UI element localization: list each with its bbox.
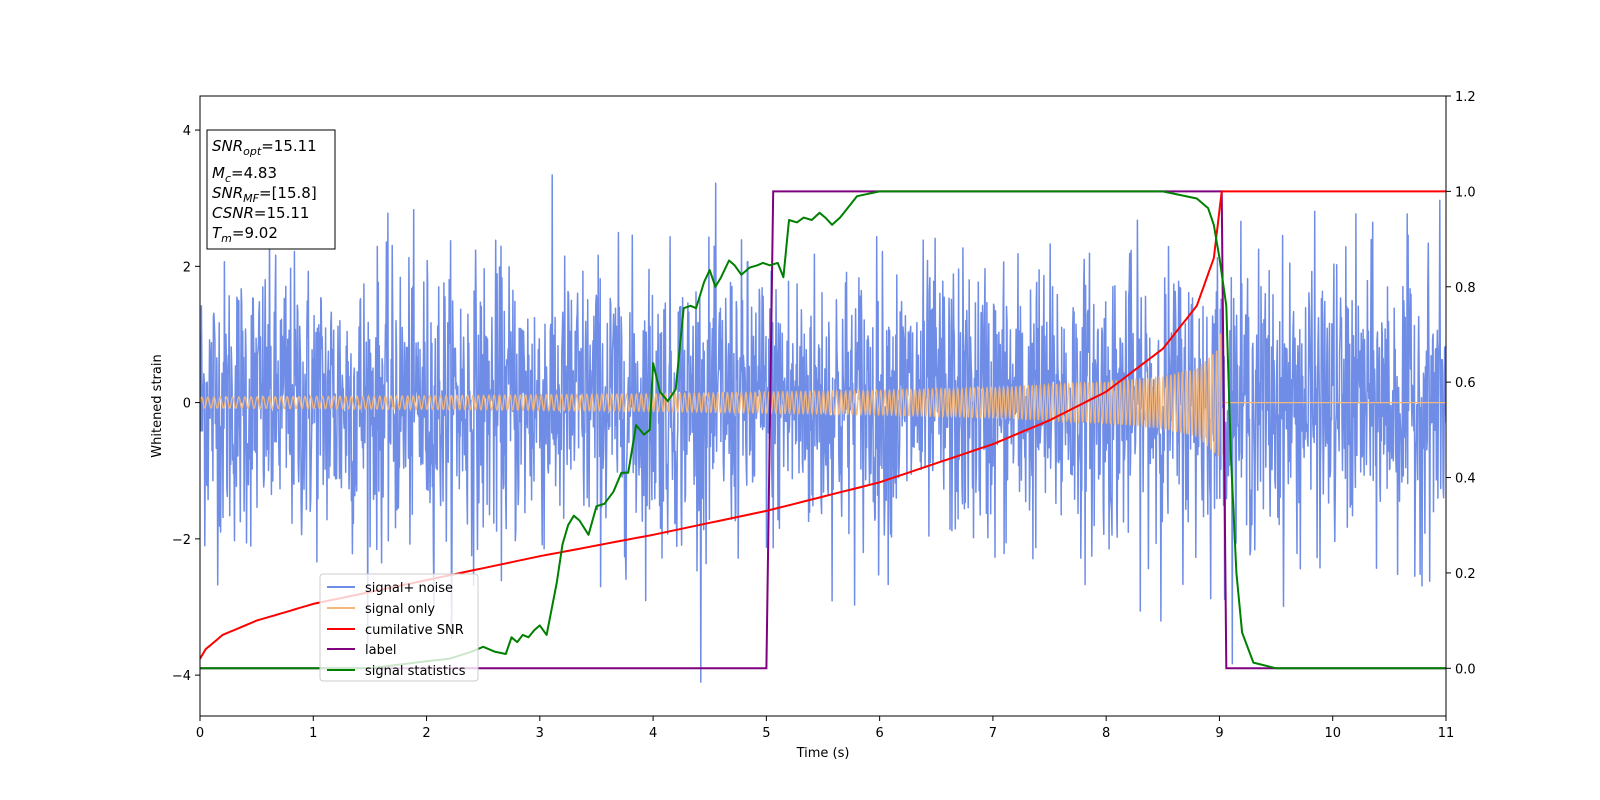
x-axis: 0 1 2 3 4 5 6 7 8 9 10 11: [196, 716, 1454, 741]
svg-text:signal only: signal only: [365, 602, 435, 617]
y-left-tick-label: 2: [183, 260, 191, 275]
svg-text:signal+ noise: signal+ noise: [365, 581, 453, 596]
y-right-tick-label: 0.6: [1455, 376, 1476, 391]
legend-item-signal-only: signal only: [327, 602, 435, 617]
y-right-tick-label: 1.2: [1455, 90, 1476, 105]
info-mc: Mc=4.83: [212, 164, 277, 185]
x-tick-label: 10: [1324, 726, 1341, 741]
info-snr-mf: SNRMF=[15.8]: [212, 184, 317, 205]
svg-text:label: label: [365, 643, 396, 658]
x-tick-label: 1: [309, 726, 317, 741]
x-tick-label: 6: [875, 726, 883, 741]
series-signal-statistics: [200, 190, 1446, 670]
y-right-tick-label: 0.2: [1455, 567, 1476, 582]
x-tick-label: 9: [1215, 726, 1223, 741]
x-tick-label: 3: [536, 726, 544, 741]
svg-text:cumilative SNR: cumilative SNR: [365, 623, 464, 638]
x-tick-label: 8: [1102, 726, 1110, 741]
y-axis-label: Whitened strain: [150, 354, 165, 457]
series-signal-only: [200, 333, 1223, 457]
x-tick-label: 7: [989, 726, 997, 741]
y-left-tick-label: 0: [183, 397, 191, 412]
x-tick-label: 0: [196, 726, 204, 741]
y-left-tick-label: −4: [172, 669, 191, 684]
y-axis-right: 1.2 1.0 0.8 0.6 0.4 0.2 0.0: [1446, 90, 1476, 677]
legend-item-signal-statistics: signal statistics: [327, 664, 466, 679]
svg-text:signal statistics: signal statistics: [365, 664, 466, 679]
y-right-tick-label: 1.0: [1455, 185, 1476, 200]
y-right-tick-label: 0.0: [1455, 662, 1476, 677]
legend-item-cumulative-snr: cumilative SNR: [327, 623, 464, 638]
plot-area: [200, 174, 1446, 683]
legend-item-signal-noise: signal+ noise: [327, 581, 453, 596]
y-left-tick-label: −2: [172, 533, 191, 548]
y-left-tick-label: 4: [183, 124, 191, 139]
legend: signal+ noise signal only cumilative SNR…: [319, 573, 479, 682]
y-axis-left: 4 2 0 −2 −4: [172, 124, 200, 684]
x-tick-label: 11: [1438, 726, 1455, 741]
series-cumulative-snr: [200, 190, 1446, 660]
legend-item-label: label: [327, 643, 396, 658]
x-tick-label: 5: [762, 726, 770, 741]
plot-frame: [199, 95, 1447, 717]
y-right-tick-label: 0.8: [1455, 281, 1476, 296]
info-box: SNRopt=15.11 Mc=4.83 SNRMF=[15.8] CSNR=1…: [206, 129, 336, 250]
info-tm: Tm=9.02: [212, 224, 278, 245]
x-axis-label: Time (s): [796, 746, 850, 761]
x-tick-label: 4: [649, 726, 657, 741]
x-tick-label: 2: [422, 726, 430, 741]
series-signal-noise: [200, 174, 1446, 683]
info-csnr: CSNR=15.11: [212, 204, 309, 222]
y-right-tick-label: 0.4: [1455, 472, 1476, 487]
info-snr-opt: SNRopt=15.11: [212, 137, 317, 158]
